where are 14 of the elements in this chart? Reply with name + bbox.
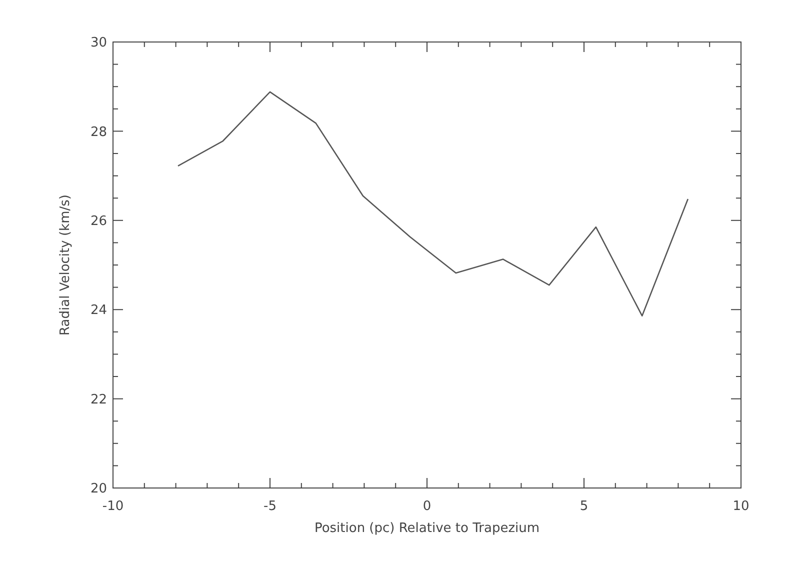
y-tick-label: 30 xyxy=(90,36,107,51)
x-tick-label: 0 xyxy=(422,499,432,514)
x-axis-title: Position (pc) Relative to Trapezium xyxy=(314,521,540,536)
y-tick-label: 20 xyxy=(90,482,107,497)
y-tick-label: 28 xyxy=(90,124,107,140)
x-tick-label: 10 xyxy=(732,499,750,514)
y-tick-label: 26 xyxy=(90,214,107,229)
line-series xyxy=(177,91,689,316)
x-tick-label: -10 xyxy=(102,499,124,514)
y-tick-label: 22 xyxy=(90,392,107,408)
y-tick-label: 24 xyxy=(90,303,107,318)
x-tick-label: 5 xyxy=(580,499,588,514)
y-axis-title: Radial Velocity (km/s) xyxy=(58,194,73,336)
x-tick-label: -5 xyxy=(264,499,276,514)
